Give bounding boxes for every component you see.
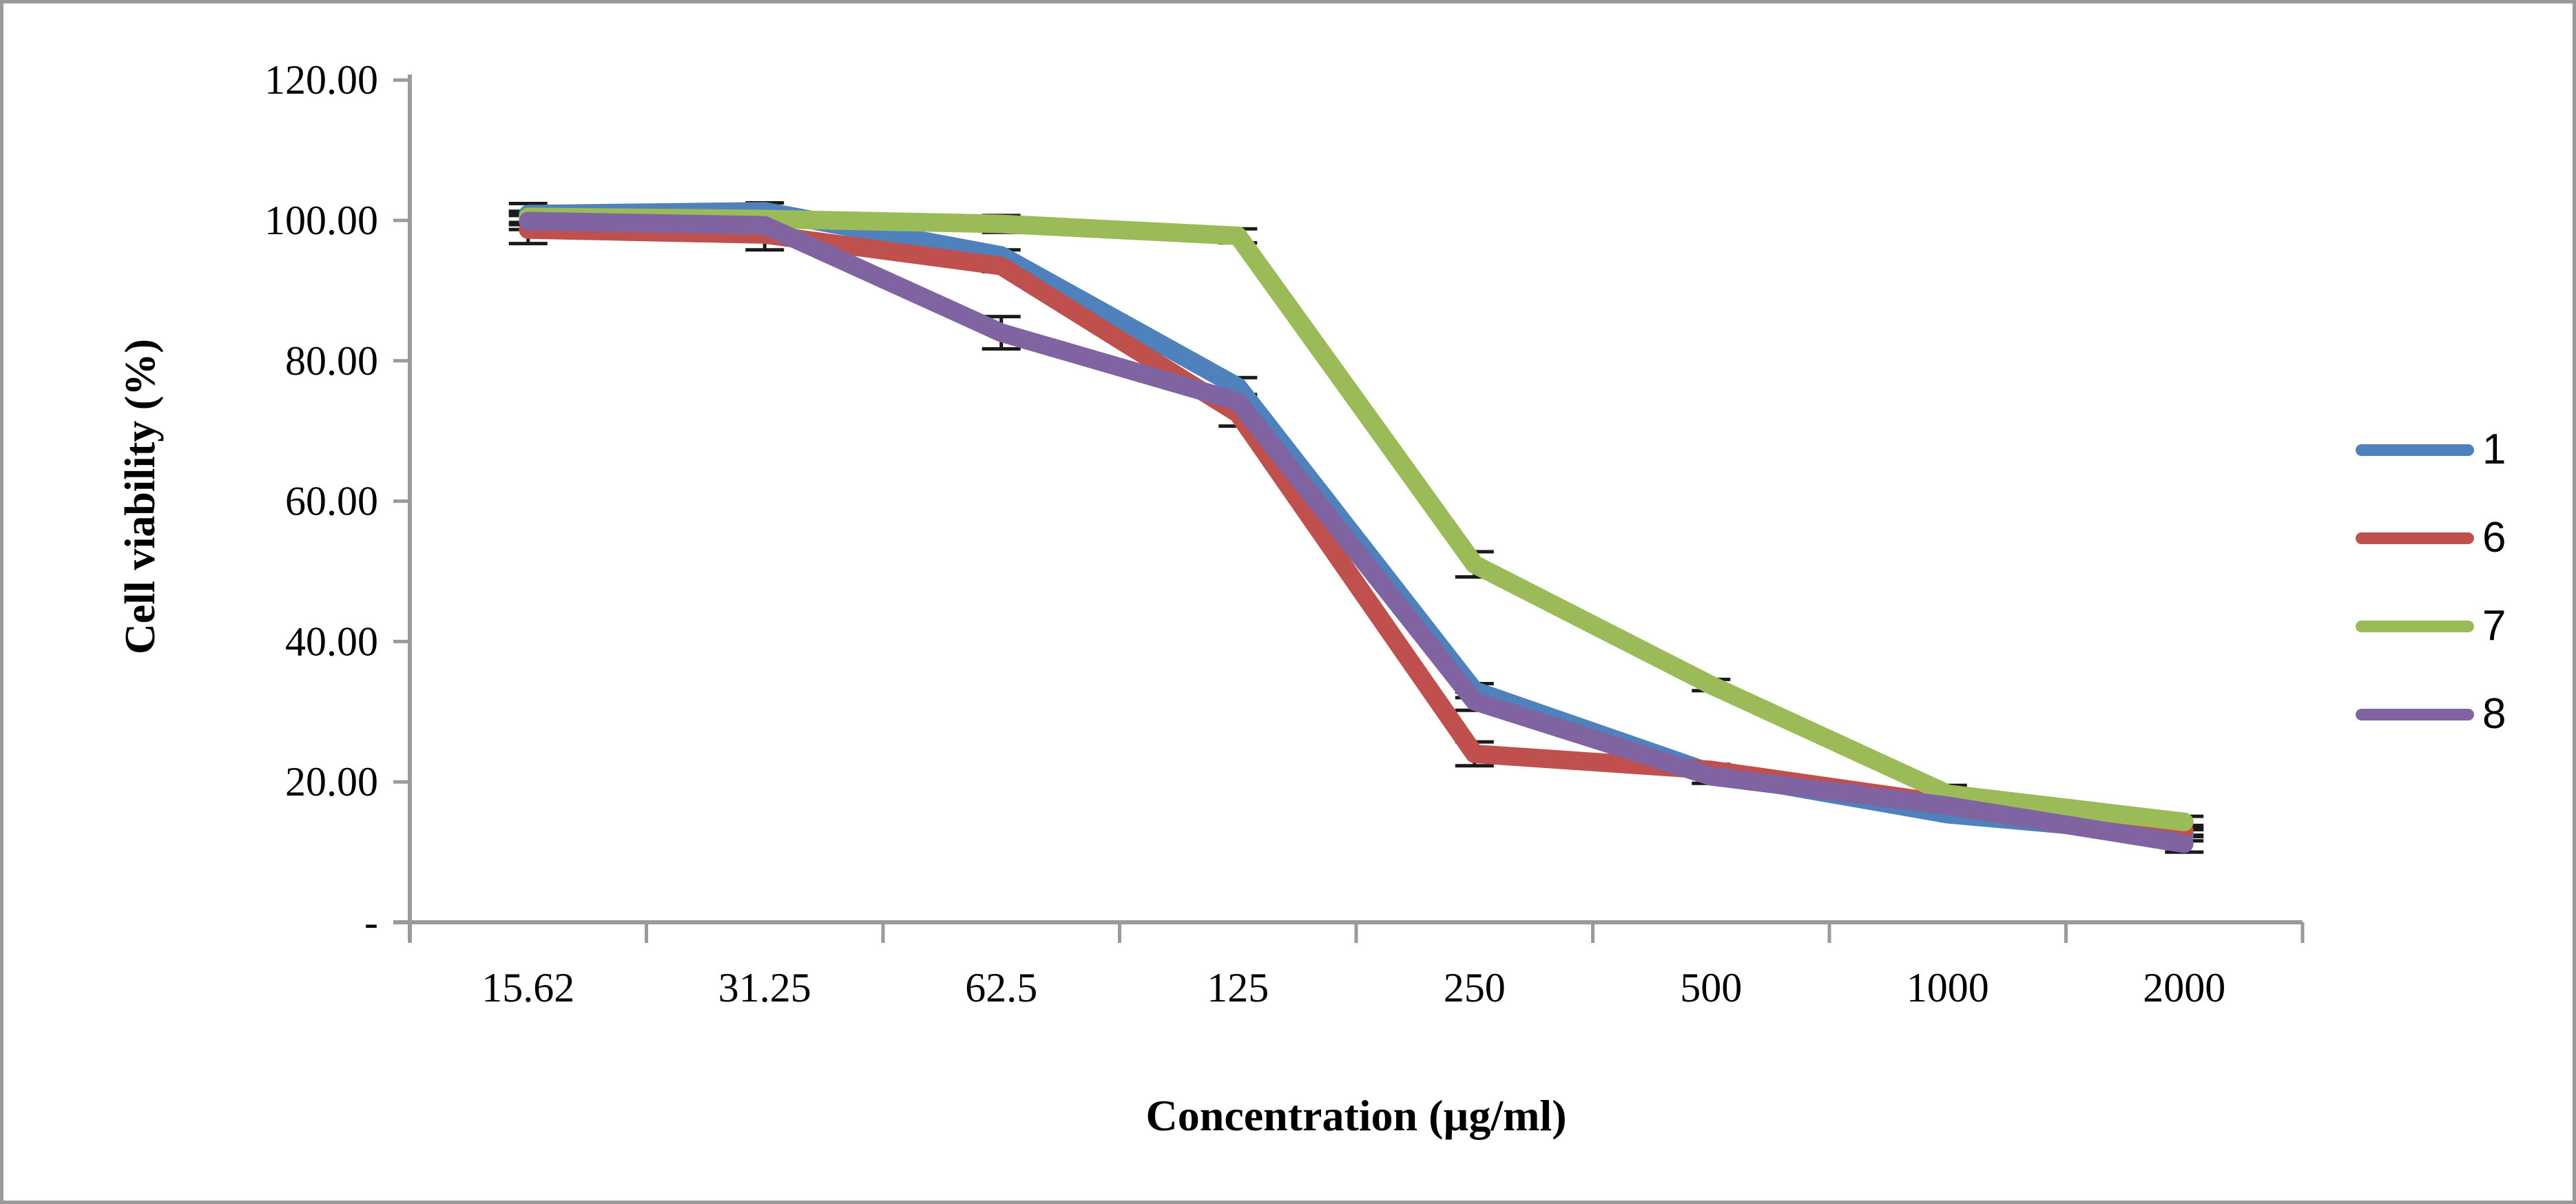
x-tick-label: 250	[1444, 965, 1506, 1010]
legend-swatch-7	[2356, 620, 2474, 632]
y-tick-label: 80.00	[285, 338, 378, 384]
legend-swatch-6	[2356, 532, 2474, 544]
legend-label: 6	[2482, 514, 2506, 561]
series-line-1	[519, 202, 2194, 845]
legend-label: 7	[2482, 602, 2506, 650]
y-tick-label: 20.00	[285, 759, 378, 805]
y-tick-label: 100.00	[264, 198, 378, 243]
legend-swatch-8	[2356, 708, 2474, 720]
legend-swatch-1	[2356, 444, 2474, 456]
x-tick-label: 62.5	[965, 965, 1037, 1010]
x-tick-label: 125	[1207, 965, 1269, 1010]
legend-item-6: 6	[2356, 514, 2506, 561]
x-axis-title: Concentration (µg/ml)	[1145, 1091, 1567, 1140]
y-tick-label: 120.00	[264, 57, 378, 103]
legend-label: 1	[2482, 426, 2506, 473]
x-tick-label: 1000	[1907, 965, 1989, 1010]
legend-item-1: 1	[2356, 428, 2506, 471]
series-line-7	[519, 207, 2194, 831]
legend-item-7: 7	[2356, 602, 2506, 650]
series-line-8	[519, 211, 2194, 853]
x-tick-label: 15.62	[481, 965, 574, 1010]
y-tick-label: 60.00	[285, 479, 378, 524]
x-tick-label: 31.25	[718, 965, 811, 1010]
x-tick-label: 2000	[2143, 965, 2225, 1010]
y-axis-title: Cell viability (%)	[117, 338, 164, 655]
x-tick-label: 500	[1680, 965, 1742, 1010]
y-tick-label: 40.00	[285, 619, 378, 664]
line-chart: 120.00 100.00 80.00 60.00 40.00 20.00 - 15.62 31…	[264, 57, 2305, 1010]
legend-label: 8	[2482, 690, 2506, 738]
y-tick-label: -	[364, 900, 378, 945]
legend-item-8: 8	[2356, 693, 2506, 736]
